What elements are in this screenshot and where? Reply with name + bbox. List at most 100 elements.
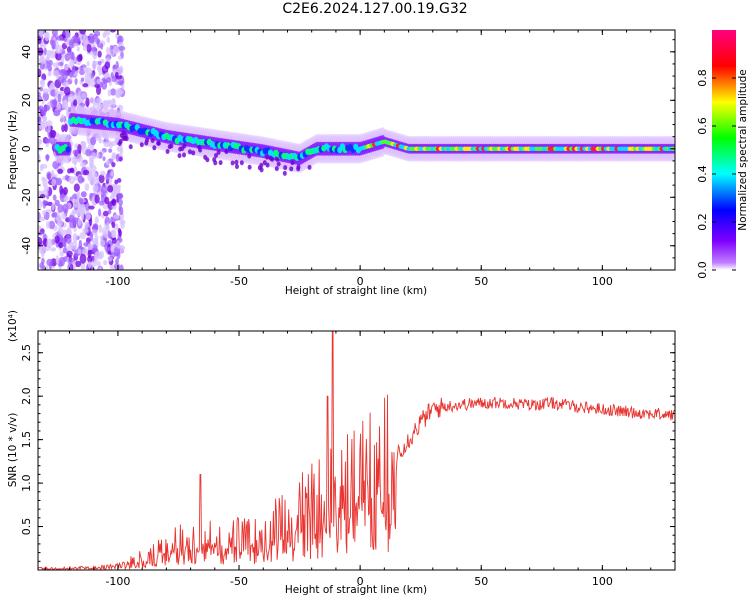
noise-speckle (47, 201, 53, 207)
noise-speckle (74, 78, 78, 86)
noise-speckle (42, 177, 48, 188)
noise-speckle (68, 93, 75, 104)
noise-speckle (98, 224, 103, 234)
noise-speckle (118, 198, 123, 207)
noise-speckle (113, 214, 120, 219)
noise-speckle (77, 152, 82, 162)
noise-speckle (40, 56, 46, 65)
noise-speckle (63, 123, 68, 133)
noise-speckle (95, 177, 99, 185)
ridge-scatter (296, 166, 301, 172)
ridge-scatter (262, 160, 267, 166)
ridge-scatter (214, 153, 219, 159)
noise-speckle (61, 124, 65, 133)
noise-speckle (77, 175, 84, 184)
noise-speckle (118, 45, 126, 52)
noise-speckle (50, 247, 57, 252)
noise-speckle (62, 186, 68, 196)
colorbar (712, 30, 736, 270)
noise-speckle (86, 43, 92, 53)
noise-speckle (47, 71, 52, 77)
spectrogram-axes: -100 -50 0 50 100 -40 -20 0 20 40 (20, 30, 676, 288)
noise-speckle (111, 221, 116, 229)
noise-speckle (40, 163, 48, 169)
noise-speckle (99, 239, 106, 247)
noise-speckle (72, 65, 76, 75)
noise-speckle (98, 266, 102, 270)
noise-speckle (98, 137, 102, 144)
noise-speckle (51, 30, 58, 37)
noise-speckle (86, 213, 91, 221)
noise-speckle (71, 155, 78, 165)
noise-speckle (73, 183, 80, 192)
noise-speckle (112, 45, 120, 55)
noise-speckle (70, 168, 75, 174)
noise-speckle (82, 34, 89, 45)
ridge-scatter (119, 132, 124, 138)
noise-speckle (52, 194, 57, 201)
colorbar-tick-label: 0.8 (696, 69, 709, 87)
noise-speckle (111, 230, 116, 238)
noise-speckle (84, 221, 90, 229)
noise-speckle (51, 202, 55, 211)
noise-speckle (103, 141, 110, 148)
noise-speckle (54, 87, 59, 98)
noise-speckle (74, 260, 82, 268)
noise-speckle (65, 234, 72, 244)
noise-speckle (51, 212, 56, 218)
noise-speckle (100, 42, 104, 50)
ridge-scatter (203, 154, 208, 160)
noise-speckle (85, 97, 90, 108)
noise-speckle (94, 234, 99, 243)
noise-speckle (71, 198, 78, 204)
noise-speckle (64, 53, 71, 62)
noise-speckle (38, 115, 42, 125)
noise-speckle (55, 177, 63, 186)
ridge-scatter (268, 155, 273, 161)
noise-speckle (58, 256, 66, 267)
noise-speckle (52, 62, 57, 68)
noise-speckle (38, 153, 41, 163)
colorbar-tick-label: 0.2 (696, 213, 709, 231)
noise-speckle (92, 184, 99, 193)
noise-speckle (90, 260, 97, 268)
noise-speckle (51, 169, 55, 178)
ridge-scatter (139, 142, 144, 148)
spectrogram-plot (38, 30, 675, 270)
noise-speckle (61, 229, 69, 236)
snr-xtick-label: 0 (357, 575, 364, 588)
noise-speckle (91, 152, 97, 160)
spectrogram-ytick-label: 20 (20, 93, 33, 107)
noise-speckle (55, 52, 62, 61)
ridge-scatter (274, 166, 279, 172)
noise-speckle (112, 64, 118, 70)
noise-speckle (95, 151, 100, 159)
noise-speckle (68, 176, 75, 185)
noise-speckle (120, 221, 125, 230)
noise-speckle (100, 185, 108, 195)
noise-speckle (81, 141, 87, 149)
noise-speckle (69, 71, 74, 78)
page-title: C2E6.2024.127.00.19.G32 (282, 1, 468, 17)
noise-speckle (53, 98, 58, 108)
noise-speckle (116, 145, 123, 152)
noise-speckle (61, 212, 66, 220)
noise-speckle (80, 77, 85, 82)
noise-speckle (64, 174, 70, 181)
noise-speckle (46, 258, 54, 267)
noise-speckle (119, 264, 124, 270)
noise-speckle (56, 103, 61, 110)
colorbar-tick-label: 0.6 (696, 117, 709, 135)
noise-speckle (102, 99, 110, 105)
ridge-scatter (123, 135, 128, 141)
noise-speckle (89, 218, 93, 226)
noise-speckle (58, 242, 64, 249)
noise-speckle (62, 71, 68, 80)
noise-speckle (94, 251, 102, 258)
snr-xlabel: Height of straight line (km) (285, 584, 427, 596)
noise-speckle (85, 149, 92, 157)
noise-speckle (42, 209, 46, 216)
noise-speckle (92, 98, 96, 109)
ridge-scatter (290, 160, 295, 166)
noise-speckle (57, 93, 62, 103)
